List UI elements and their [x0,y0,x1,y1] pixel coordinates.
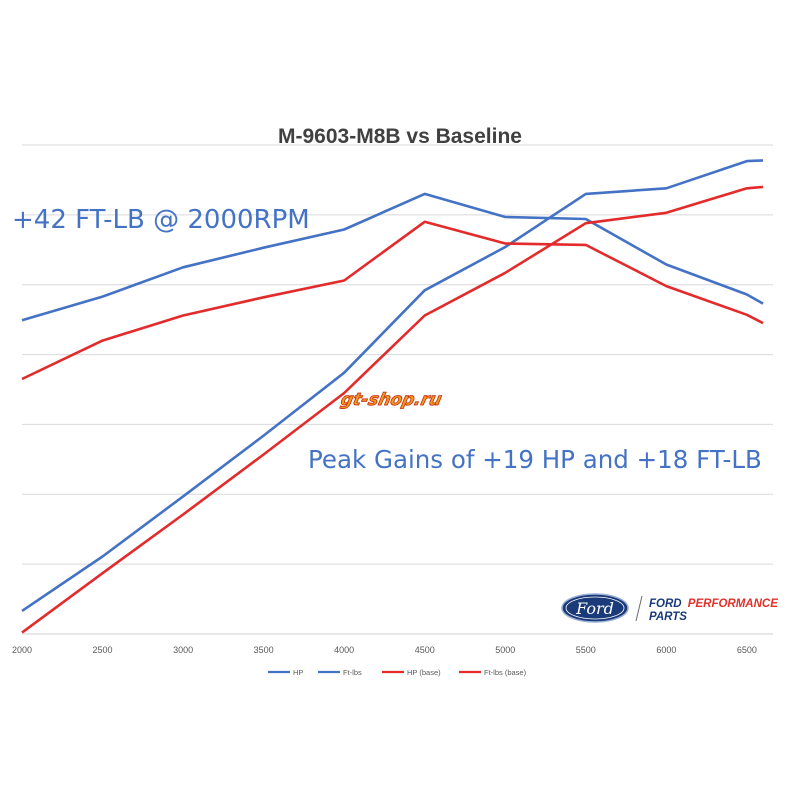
series-line-2 [21,185,764,634]
legend: HP Ft-lbs HP (base) Ft-lbs (base) [268,668,527,677]
ford-line1-accent: PERFORMANCE [688,598,778,610]
ford-oval-icon [561,593,629,623]
legend-label: HP (base) [407,668,441,677]
legend-label: Ft-lbs (base) [484,668,527,677]
logo-divider [635,595,643,622]
series-group [21,159,764,634]
watermark-text: gt-shop.ru [339,390,444,410]
x-tick-label: 3000 [173,645,193,655]
x-tick-label: 6000 [656,645,676,655]
ford-performance-logo: Ford FORD PERFORMANCE PARTS [561,593,778,623]
x-tick-label: 4000 [334,645,354,655]
x-axis: 2000 2500 3000 3500 4000 4500 5000 5500 6000 6500 [12,645,757,655]
x-tick-label: 6500 [737,645,757,655]
x-tick-label: 5500 [576,645,596,655]
x-tick-label: 4500 [415,645,435,655]
series-line-0 [21,159,764,612]
x-tick-label: 5000 [495,645,515,655]
annotation-torque-gain: +42 FT-LB @ 2000RPM [12,205,310,235]
x-tick-label: 2500 [93,645,113,655]
ford-oval-text: Ford [575,599,614,618]
svg-text:FORD PERFORMANCE: FORD PERFORMANCE [649,598,778,610]
series-line-1 [21,192,764,322]
legend-label: HP [293,668,303,677]
x-tick-label: 3500 [254,645,274,655]
x-tick-label: 2000 [12,645,32,655]
legend-label: Ft-lbs [343,668,362,677]
watermark-logo: gt-shop.ru [339,390,444,411]
ford-line2: PARTS [649,611,687,623]
annotation-peak-gains: Peak Gains of +19 HP and +18 FT-LB [308,445,762,474]
series-line-3 [21,220,764,381]
ford-line1: FORD [649,598,682,610]
chart-title: M-9603-M8B vs Baseline [278,125,522,148]
